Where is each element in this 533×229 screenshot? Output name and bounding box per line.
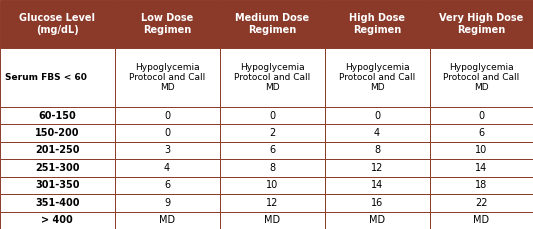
Text: 16: 16 (371, 198, 383, 208)
Bar (325, 194, 430, 212)
Bar (115, 159, 220, 177)
Bar (115, 194, 220, 212)
Text: 10: 10 (475, 145, 487, 155)
Bar (0, 0, 115, 48)
Bar (430, 48, 533, 107)
Text: High Dose
Regimen: High Dose Regimen (349, 13, 405, 35)
Text: Very High Dose
Regimen: Very High Dose Regimen (439, 13, 523, 35)
Bar (430, 107, 533, 124)
Bar (430, 177, 533, 194)
Text: 12: 12 (266, 198, 278, 208)
Bar (115, 212, 220, 229)
Bar (220, 0, 325, 48)
Bar (115, 0, 220, 48)
Bar (0, 159, 115, 177)
Text: Hypoglycemia
Protocol and Call
MD: Hypoglycemia Protocol and Call MD (129, 63, 205, 93)
Text: 0: 0 (269, 111, 275, 120)
Text: Medium Dose
Regimen: Medium Dose Regimen (235, 13, 309, 35)
Text: 6: 6 (164, 180, 170, 190)
Bar (0, 142, 115, 159)
Bar (430, 0, 533, 48)
Bar (325, 124, 430, 142)
Bar (325, 107, 430, 124)
Text: 22: 22 (475, 198, 488, 208)
Text: 18: 18 (475, 180, 487, 190)
Text: 4: 4 (374, 128, 380, 138)
Bar (430, 142, 533, 159)
Text: 8: 8 (374, 145, 380, 155)
Text: Low Dose
Regimen: Low Dose Regimen (141, 13, 193, 35)
Text: 0: 0 (164, 111, 170, 120)
Text: 251-300: 251-300 (35, 163, 79, 173)
Text: MD: MD (159, 215, 175, 225)
Text: 201-250: 201-250 (35, 145, 79, 155)
Text: 14: 14 (475, 163, 487, 173)
Text: 8: 8 (269, 163, 275, 173)
Text: 0: 0 (164, 128, 170, 138)
Text: 10: 10 (266, 180, 278, 190)
Text: 60-150: 60-150 (38, 111, 76, 120)
Bar (325, 48, 430, 107)
Text: 0: 0 (478, 111, 484, 120)
Bar (115, 48, 220, 107)
Bar (0, 212, 115, 229)
Bar (325, 142, 430, 159)
Bar (0, 107, 115, 124)
Text: 12: 12 (371, 163, 383, 173)
Bar (220, 159, 325, 177)
Bar (115, 124, 220, 142)
Text: 2: 2 (269, 128, 275, 138)
Text: 351-400: 351-400 (35, 198, 79, 208)
Bar (430, 159, 533, 177)
Bar (0, 177, 115, 194)
Bar (220, 124, 325, 142)
Text: 150-200: 150-200 (35, 128, 79, 138)
Bar (325, 159, 430, 177)
Text: MD: MD (264, 215, 280, 225)
Text: 3: 3 (164, 145, 170, 155)
Bar (430, 212, 533, 229)
Bar (430, 124, 533, 142)
Text: Hypoglycemia
Protocol and Call
MD: Hypoglycemia Protocol and Call MD (234, 63, 310, 93)
Text: Hypoglycemia
Protocol and Call
MD: Hypoglycemia Protocol and Call MD (339, 63, 415, 93)
Bar (115, 107, 220, 124)
Bar (0, 194, 115, 212)
Text: > 400: > 400 (42, 215, 73, 225)
Bar (325, 212, 430, 229)
Bar (325, 0, 430, 48)
Text: 0: 0 (374, 111, 380, 120)
Bar (430, 194, 533, 212)
Bar (220, 107, 325, 124)
Text: MD: MD (473, 215, 489, 225)
Text: 301-350: 301-350 (35, 180, 79, 190)
Text: 6: 6 (269, 145, 275, 155)
Bar (115, 142, 220, 159)
Text: 14: 14 (371, 180, 383, 190)
Bar (325, 177, 430, 194)
Bar (220, 194, 325, 212)
Text: 4: 4 (164, 163, 170, 173)
Bar (220, 177, 325, 194)
Bar (220, 48, 325, 107)
Bar (220, 142, 325, 159)
Text: Hypoglycemia
Protocol and Call
MD: Hypoglycemia Protocol and Call MD (443, 63, 520, 93)
Text: MD: MD (369, 215, 385, 225)
Bar (115, 177, 220, 194)
Text: Glucose Level
(mg/dL): Glucose Level (mg/dL) (19, 13, 95, 35)
Bar (0, 48, 115, 107)
Bar (0, 124, 115, 142)
Text: 9: 9 (164, 198, 170, 208)
Text: 6: 6 (478, 128, 484, 138)
Text: Serum FBS < 60: Serum FBS < 60 (5, 73, 87, 82)
Bar (220, 212, 325, 229)
